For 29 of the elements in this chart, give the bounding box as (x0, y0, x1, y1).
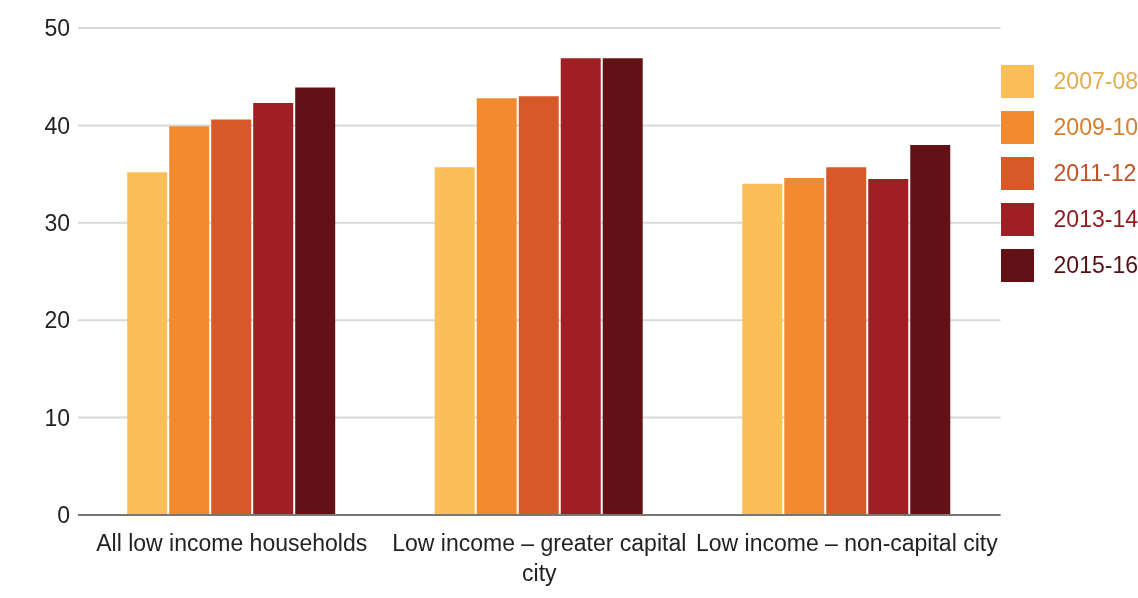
bar (826, 167, 867, 515)
bar (253, 103, 294, 515)
legend-label: 2015-16 (1053, 251, 1138, 279)
y-tick-label: 30 (44, 209, 70, 236)
legend-label: 2011-12 (1053, 159, 1137, 187)
bar (169, 126, 210, 515)
bar (602, 58, 643, 515)
bar (560, 58, 601, 515)
bar (518, 96, 559, 515)
bar (868, 178, 909, 515)
bar (127, 172, 168, 515)
legend-label: 2009-10 (1053, 113, 1138, 141)
y-tick-label: 10 (44, 404, 70, 431)
legend-label: 2013-14 (1053, 205, 1138, 233)
y-tick-label: 20 (44, 307, 70, 334)
y-tick-label: 0 (57, 502, 70, 529)
bar (476, 98, 517, 515)
bar (295, 87, 336, 515)
y-tick-label: 40 (44, 112, 70, 139)
x-tick-label: Low income – greater capital city (392, 530, 687, 587)
bar (910, 144, 951, 515)
legend-label: 2007-08 (1053, 67, 1138, 95)
x-tick-label: All low income households (96, 530, 368, 557)
bar (434, 167, 475, 515)
y-tick-label: 50 (44, 15, 70, 42)
bar (742, 183, 783, 515)
x-tick-label: Low income – non-capital city (695, 530, 999, 557)
bar (784, 178, 825, 515)
bar (211, 119, 252, 515)
